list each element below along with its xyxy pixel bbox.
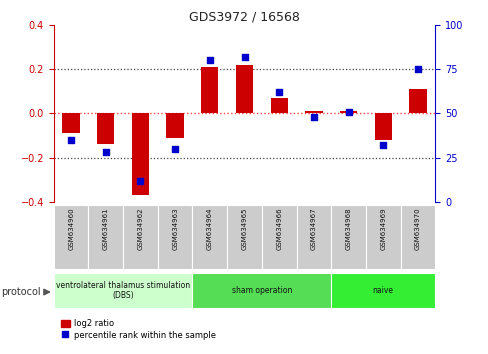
Text: GSM634967: GSM634967 — [310, 207, 316, 250]
Bar — [235, 65, 253, 113]
Point — [275, 89, 283, 95]
Text: GSM634961: GSM634961 — [102, 207, 108, 250]
Bar — [270, 98, 287, 113]
Point — [240, 54, 248, 59]
Bar — [88, 205, 123, 269]
Point — [344, 109, 352, 114]
Point — [205, 57, 213, 63]
Text: GSM634962: GSM634962 — [137, 207, 143, 250]
Point — [309, 114, 317, 120]
Text: protocol: protocol — [1, 287, 41, 297]
Bar — [192, 273, 330, 308]
Text: sham operation: sham operation — [231, 286, 291, 295]
Bar — [227, 205, 261, 269]
Bar — [97, 113, 114, 144]
Bar — [158, 205, 192, 269]
Text: GSM634965: GSM634965 — [241, 207, 247, 250]
Point — [379, 142, 386, 148]
Text: GSM634970: GSM634970 — [414, 207, 420, 250]
Bar — [408, 89, 426, 113]
Point — [171, 146, 179, 152]
Text: GSM634968: GSM634968 — [345, 207, 351, 250]
Bar — [305, 111, 322, 113]
Text: GSM634963: GSM634963 — [172, 207, 178, 250]
Bar — [365, 205, 400, 269]
Bar — [192, 205, 227, 269]
Bar — [330, 273, 434, 308]
Text: naive: naive — [372, 286, 393, 295]
Bar — [132, 113, 149, 195]
Bar — [296, 205, 330, 269]
Point — [413, 66, 421, 72]
Bar — [201, 67, 218, 113]
Point — [67, 137, 75, 143]
Bar — [123, 205, 158, 269]
Point — [136, 178, 144, 183]
Text: GSM634966: GSM634966 — [276, 207, 282, 250]
Bar — [374, 113, 391, 140]
Legend: log2 ratio, percentile rank within the sample: log2 ratio, percentile rank within the s… — [58, 316, 219, 343]
Bar — [62, 113, 80, 133]
Text: GDS3972 / 16568: GDS3972 / 16568 — [189, 11, 299, 24]
Bar — [261, 205, 296, 269]
Bar — [54, 205, 88, 269]
Bar — [54, 273, 192, 308]
Text: GSM634969: GSM634969 — [380, 207, 386, 250]
Bar — [166, 113, 183, 138]
Text: ventrolateral thalamus stimulation
(DBS): ventrolateral thalamus stimulation (DBS) — [56, 281, 190, 300]
Point — [102, 149, 109, 155]
Text: GSM634960: GSM634960 — [68, 207, 74, 250]
Bar — [330, 205, 365, 269]
Text: GSM634964: GSM634964 — [206, 207, 212, 250]
Bar — [400, 205, 434, 269]
Bar — [339, 111, 356, 113]
